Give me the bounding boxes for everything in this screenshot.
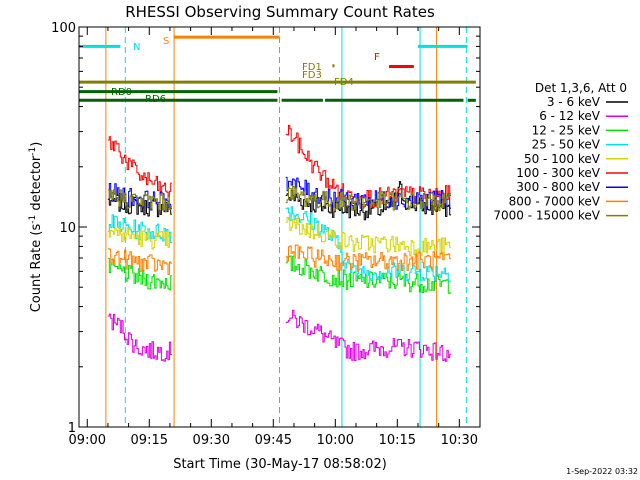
generation-timestamp: 1-Sep-2022 03:32 — [566, 467, 638, 476]
series-7000-15000-kev-segment-1 — [285, 186, 452, 212]
legend-label: 25 - 50 keV — [532, 138, 601, 152]
flag-label-s: S — [163, 36, 169, 47]
vertical-markers — [105, 27, 467, 427]
flag-label-fd1: FD1 — [302, 62, 322, 73]
x-tick-label-10-00: 10:00 — [317, 433, 354, 448]
x-tick-label-09-30: 09:30 — [193, 433, 230, 448]
legend-entry-7000-15000-kev: 7000 - 15000 keV — [493, 209, 628, 223]
flag-label-f: F — [374, 52, 380, 63]
series-50-100-kev — [107, 217, 452, 257]
legend-label: 7000 - 15000 keV — [493, 209, 600, 223]
series-300-800-kev-segment-0 — [107, 183, 172, 212]
x-tick-label-09-00: 09:00 — [69, 433, 106, 448]
x-tick-label-09-15: 09:15 — [131, 433, 168, 448]
series-50-100-kev-segment-0 — [107, 227, 172, 250]
legend-label: 3 - 6 keV — [547, 95, 601, 109]
flag-label-rd6: RD6 — [145, 94, 166, 105]
series-3-6-kev-segment-1 — [285, 181, 452, 221]
series-layer — [107, 124, 452, 362]
legend-title: Det 1,3,6, Att 0 — [535, 81, 627, 95]
y-axis-ticks: 1 10 100 — [51, 21, 480, 436]
series-800-7000-kev-segment-0 — [107, 248, 172, 276]
series-25-50-kev-segment-0 — [107, 214, 172, 243]
y-tick-label-100: 100 — [51, 21, 76, 36]
series-6-12-kev — [107, 309, 452, 362]
flag-label-n: N — [133, 42, 140, 53]
legend-entry-12-25-kev: 12 - 25 keV — [532, 123, 628, 137]
chart-title: RHESSI Observing Summary Count Rates — [125, 3, 435, 21]
legend-label: 12 - 25 keV — [532, 123, 601, 137]
legend-entry-100-300-kev: 100 - 300 keV — [516, 166, 628, 180]
legend-label: 800 - 7000 keV — [509, 194, 601, 208]
x-tick-label-09-45: 09:45 — [255, 433, 292, 448]
y-tick-label-1: 1 — [68, 421, 76, 436]
series-12-25-kev-segment-1 — [285, 255, 452, 294]
legend-entry-3-6-kev: 3 - 6 keV — [547, 95, 628, 109]
series-100-300-kev-segment-0 — [107, 136, 172, 197]
flag-label-fd3: FD3 — [302, 70, 322, 81]
legend-entry-25-50-kev: 25 - 50 keV — [532, 138, 628, 152]
x-tick-label-10-15: 10:15 — [379, 433, 416, 448]
legend-label: 6 - 12 keV — [539, 109, 601, 123]
legend-entry-50-100-kev: 50 - 100 keV — [524, 152, 628, 166]
x-axis-ticks: 09:00 09:15 09:30 09:45 10:00 10:15 10:30 — [69, 27, 478, 448]
flag-label-fd4: FD4 — [334, 77, 354, 88]
legend-label: 100 - 300 keV — [516, 166, 600, 180]
series-6-12-kev-segment-0 — [107, 313, 172, 362]
series-12-25-kev — [107, 255, 452, 294]
x-axis-label: Start Time (30-May-17 08:58:02) — [173, 457, 387, 472]
series-800-7000-kev-segment-1 — [285, 244, 452, 272]
flag-label-rd0: RD0 — [111, 87, 132, 98]
legend-label: 300 - 800 keV — [516, 180, 600, 194]
series-50-100-kev-segment-1 — [285, 217, 452, 257]
series-12-25-kev-segment-0 — [107, 257, 172, 291]
y-tick-label-10: 10 — [59, 221, 76, 236]
series-7000-15000-kev-segment-0 — [107, 189, 172, 213]
y-axis-label: Count Rate (s-1 detector-1) — [28, 142, 44, 313]
series-6-12-kev-segment-1 — [285, 309, 452, 362]
series-7000-15000-kev — [107, 186, 452, 213]
legend-label: 50 - 100 keV — [524, 152, 601, 166]
x-tick-label-10-30: 10:30 — [441, 433, 478, 448]
legend-entry-300-800-kev: 300 - 800 keV — [516, 180, 628, 194]
legend-entry-6-12-kev: 6 - 12 keV — [539, 109, 628, 123]
legend-entry-800-7000-kev: 800 - 7000 keV — [509, 194, 628, 208]
series-800-7000-kev — [107, 244, 452, 276]
